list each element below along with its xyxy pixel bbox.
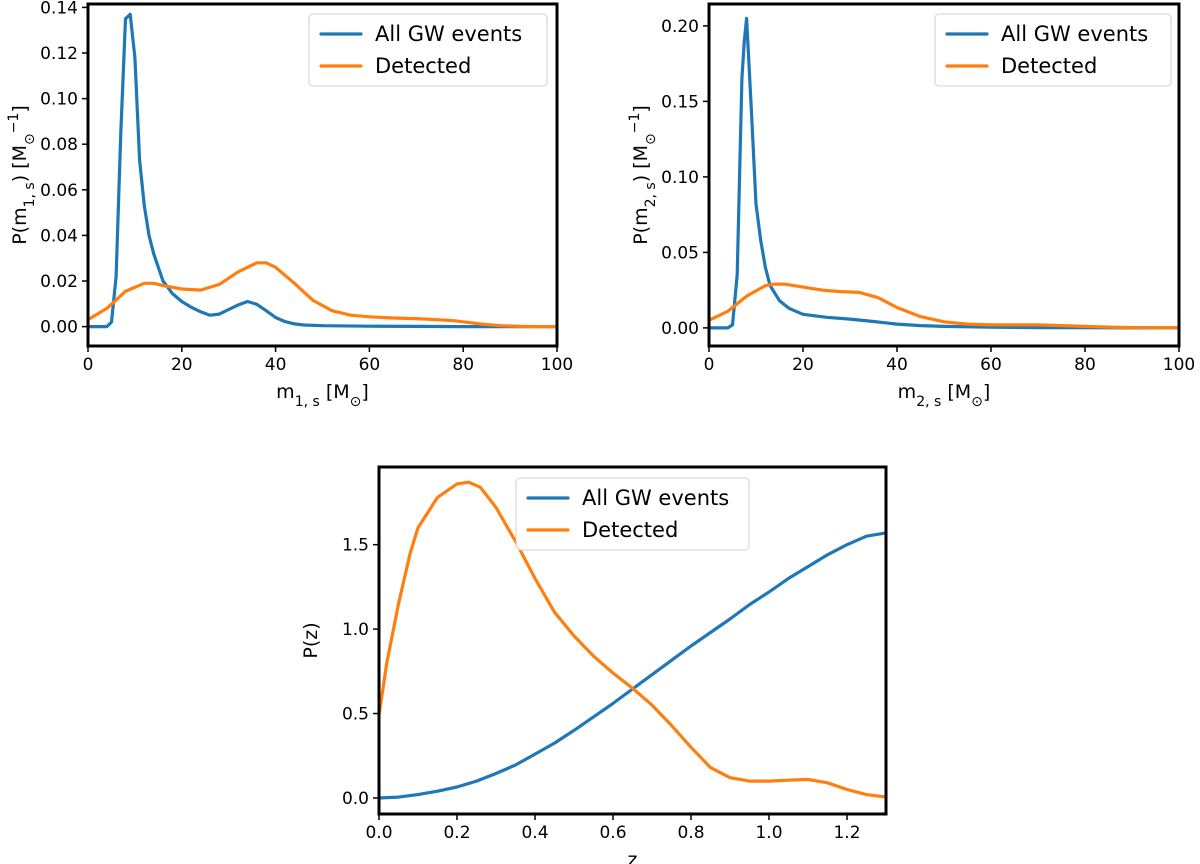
x-tick-label: 0: [704, 355, 715, 375]
legend-label: Detected: [375, 54, 471, 78]
y-tick-label: 0.12: [40, 44, 78, 64]
series-line-detected: [709, 282, 1179, 330]
x-tick-label: 100: [1163, 355, 1195, 375]
ylabel-sub: 1, s: [22, 182, 38, 207]
xlabel-unit-close: ]: [361, 381, 368, 403]
series-line-all-gw-events: [88, 12, 557, 329]
legend-box: [934, 13, 1172, 87]
plot-frame: [86, 2, 559, 348]
y-axis-label: P(m1, s) [M⊙−1]: [6, 105, 38, 245]
plot-frame: [707, 2, 1181, 348]
x-tick-label: 0.8: [677, 823, 704, 843]
legend-box: [515, 477, 750, 551]
y-tick-label: 0.05: [661, 243, 699, 263]
series-line-detected: [88, 261, 557, 329]
x-axis-label: m2, s [M⊙]: [898, 381, 991, 410]
ylabel-mid: ) [M: [630, 145, 652, 182]
ylabel-pre: P(m: [630, 207, 652, 244]
legend-box: [308, 13, 548, 87]
xlabel-unit: [M: [941, 381, 971, 403]
xlabel-sub: 1, s: [295, 394, 320, 410]
legend-label: All GW events: [375, 22, 522, 46]
y-tick-label: 0.15: [661, 92, 699, 112]
y-tick-label: 0.02: [40, 272, 78, 292]
x-tick-label: 0.2: [443, 823, 470, 843]
legend: All GW events Detected: [934, 13, 1172, 87]
y-tick-label: 0.00: [40, 318, 78, 338]
x-tick-label: 0.0: [365, 823, 392, 843]
ylabel-unit-sub: ⊙: [643, 133, 659, 145]
x-tick-label: 100: [541, 355, 573, 375]
y-axis-label: P(z): [300, 622, 322, 658]
ylabel-sub: 2, s: [643, 182, 659, 207]
xlabel-base: m: [276, 381, 295, 403]
y-tick-label: 0.06: [40, 181, 78, 201]
series-line-all-gw-events: [379, 531, 886, 800]
x-tick-label: 60: [359, 355, 381, 375]
x-tick-label: 0.4: [521, 823, 548, 843]
ylabel-unit-sub: ⊙: [22, 133, 38, 145]
y-axis-label: P(m2, s) [M⊙−1]: [627, 105, 659, 245]
y-tick-label: 0.5: [342, 705, 369, 725]
y-tick-label: 1.0: [342, 620, 369, 640]
xlabel-unit: [M: [320, 381, 350, 403]
xlabel-unit-close: ]: [983, 381, 990, 403]
y-tick-label: 0.10: [40, 90, 78, 110]
y-tick-label: 0.10: [661, 168, 699, 188]
x-tick-label: 0: [83, 355, 94, 375]
legend-label: All GW events: [582, 486, 729, 510]
chart-m1: 0 20 40 60 80 100 0.00 0.02 0.04 0.06 0.08 0.10 0.12…: [6, 0, 573, 410]
x-tick-label: 60: [980, 355, 1002, 375]
y-tick-label: 0.04: [40, 226, 78, 246]
xlabel-sub: 2, s: [916, 394, 941, 410]
xlabel-base: m: [898, 381, 917, 403]
x-axis-label: z: [628, 849, 638, 864]
x-tick-label: 0.6: [599, 823, 626, 843]
xlabel-unit-sub: ⊙: [971, 394, 983, 410]
series-line-detected: [379, 480, 886, 799]
series-line-all-gw-events: [709, 16, 1179, 330]
ylabel-close: ]: [630, 105, 652, 112]
ylabel-mid: ) [M: [9, 145, 31, 182]
y-tick-label: 0.14: [40, 0, 78, 18]
x-tick-label: 20: [792, 355, 814, 375]
y-tick-label: 0.0: [342, 789, 369, 809]
ylabel-sup: −1: [6, 113, 22, 134]
y-tick-label: 1.5: [342, 536, 369, 556]
chart-z: 0.0 0.2 0.4 0.6 0.8 1.0 1.2 0.0 0.5 1.0 1.5 z P(z) Al…: [300, 465, 888, 864]
legend: All GW events Detected: [308, 13, 548, 87]
y-tick-label: 0.20: [661, 17, 699, 37]
x-axis-label: m1, s [M⊙]: [276, 381, 369, 410]
ylabel-sup: −1: [627, 113, 643, 134]
x-tick-label: 40: [265, 355, 287, 375]
ylabel-close: ]: [9, 105, 31, 112]
y-tick-label: 0.00: [661, 319, 699, 339]
y-tick-label: 0.08: [40, 135, 78, 155]
x-tick-label: 40: [886, 355, 908, 375]
x-tick-label: 1.0: [755, 823, 782, 843]
x-tick-label: 80: [1074, 355, 1096, 375]
legend-label: Detected: [582, 518, 678, 542]
ylabel-pre: P(m: [9, 207, 31, 244]
legend: All GW events Detected: [515, 477, 750, 551]
x-tick-label: 80: [452, 355, 474, 375]
legend-label: All GW events: [1001, 22, 1148, 46]
legend-label: Detected: [1001, 54, 1097, 78]
x-tick-label: 20: [171, 355, 193, 375]
plot-frame: [377, 465, 888, 816]
xlabel-unit-sub: ⊙: [350, 394, 362, 410]
x-tick-label: 1.2: [833, 823, 860, 843]
